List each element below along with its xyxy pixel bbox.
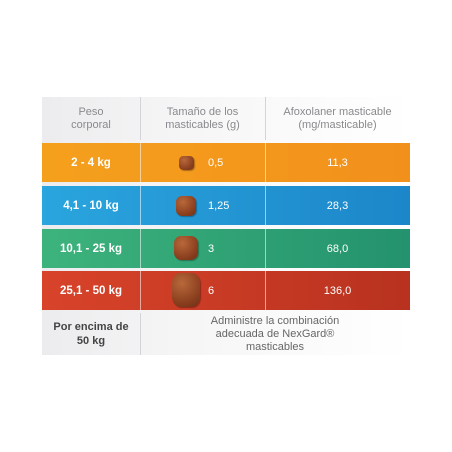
- dose: 136,0: [323, 284, 352, 297]
- size-cell: 1,25: [140, 186, 265, 225]
- weight: 4,1 - 10 kg: [63, 199, 119, 212]
- chew-icon: [172, 273, 200, 307]
- row: 25,1 - 50 kg 6 136,0: [42, 271, 410, 310]
- size: 6: [208, 284, 215, 297]
- footer-note: Administre la combinación adecuada de Ne…: [210, 314, 340, 353]
- dose-cell: 11,3: [265, 143, 410, 182]
- size: 1,25: [208, 199, 230, 212]
- separator: [140, 97, 141, 140]
- row: 2 - 4 kg 0,5 11,3: [42, 143, 410, 182]
- separator: [140, 143, 141, 182]
- weight-cell: 25,1 - 50 kg: [42, 271, 140, 310]
- header-row: Peso corporal Tamaño de los masticables …: [42, 97, 410, 140]
- dose-cell: 68,0: [265, 229, 410, 268]
- footer-weight: Por encima de 50 kg: [53, 321, 129, 347]
- weight: 10,1 - 25 kg: [59, 242, 122, 255]
- chew-icon: [174, 236, 198, 260]
- weight: 2 - 4 kg: [71, 156, 111, 169]
- row: 10,1 - 25 kg 3 68,0: [42, 229, 410, 268]
- weight-cell: 10,1 - 25 kg: [42, 229, 140, 268]
- size-cell: 0,5: [140, 143, 265, 182]
- size: 3: [208, 242, 215, 255]
- weight-cell: 4,1 - 10 kg: [42, 186, 140, 225]
- size: 0,5: [208, 156, 224, 169]
- footer-cell: Administre la combinación adecuada de Ne…: [140, 313, 410, 355]
- separator: [265, 271, 266, 310]
- header-cell: Afoxolaner masticable (mg/masticable): [265, 97, 410, 140]
- weight-cell: 2 - 4 kg: [42, 143, 140, 182]
- separator: [265, 97, 266, 140]
- footer-cell: Por encima de 50 kg: [42, 313, 140, 355]
- header-text: Peso corporal: [71, 105, 111, 131]
- weight: 25,1 - 50 kg: [59, 284, 122, 297]
- dose: 28,3: [326, 199, 349, 212]
- size-cell: 6: [140, 271, 265, 310]
- header-cell: Peso corporal: [42, 97, 140, 140]
- dose: 11,3: [327, 156, 348, 169]
- chew-icon: [176, 196, 196, 216]
- chew-icon: [179, 156, 194, 170]
- separator: [140, 271, 141, 310]
- separator: [265, 229, 266, 268]
- separator: [265, 143, 266, 182]
- dose-cell: 28,3: [265, 186, 410, 225]
- row: 4,1 - 10 kg 1,25 28,3: [42, 186, 410, 225]
- footer-row: Por encima de 50 kg Administre la combin…: [42, 313, 410, 355]
- header-cell: Tamaño de los masticables (g): [140, 97, 265, 140]
- separator: [265, 186, 266, 225]
- separator: [140, 229, 141, 268]
- dose: 68,0: [326, 242, 349, 255]
- separator: [140, 313, 141, 355]
- dose-cell: 136,0: [265, 271, 410, 310]
- separator: [140, 186, 141, 225]
- size-cell: 3: [140, 229, 265, 268]
- header-text: Tamaño de los masticables (g): [165, 105, 240, 131]
- table-background: [42, 97, 410, 355]
- header-text: Afoxolaner masticable (mg/masticable): [283, 105, 392, 131]
